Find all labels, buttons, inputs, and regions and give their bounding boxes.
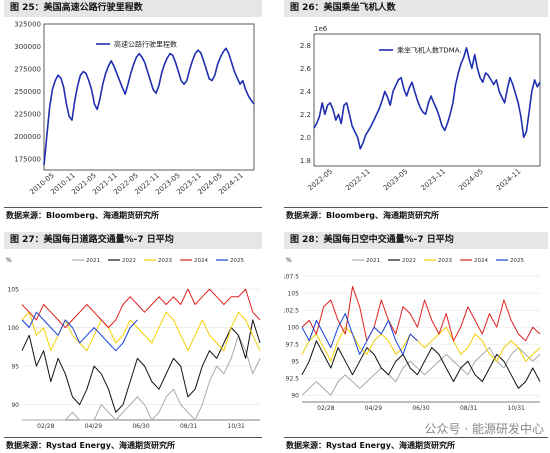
x-tick-label: 10/31 <box>508 405 525 412</box>
series-line-2021 <box>22 334 261 421</box>
legend-label: 2025 <box>510 258 524 264</box>
x-tick-label: 04/29 <box>365 405 382 412</box>
legend-label: 2023 <box>438 258 452 264</box>
x-tick-label: 2022-05 <box>307 167 335 192</box>
x-tick-label: 02/28 <box>37 423 54 430</box>
y-tick-label: 95 <box>291 359 299 366</box>
y-tick-label: 100 <box>8 325 20 332</box>
panel-2-title: 图 26：美国乘坐飞机人数 <box>284 0 548 17</box>
series-line-高速公路行驶里程数 <box>43 47 255 166</box>
panel-3-rule <box>4 437 262 438</box>
panel-2-chart: 1.8 2.0 2.2 2.4 2.6 2.8 1e6 2022-05 2022-11 2023-… <box>300 25 541 192</box>
y-tick-label: 105 <box>288 291 300 298</box>
legend-label: 乘坐飞机人数TDMA. <box>397 46 462 55</box>
x-tick-label: 08/31 <box>460 405 477 412</box>
y-tick-label: 175000 <box>14 155 41 163</box>
y-tick-label: 2.4 <box>300 88 312 96</box>
y-tick-label: 2.8 <box>300 42 311 50</box>
panel-4-rule <box>284 437 548 438</box>
y-tick-label: 300000 <box>14 43 41 51</box>
y-tick-label: 275000 <box>14 65 41 73</box>
series-line-2024 <box>301 285 541 342</box>
series-line-2025 <box>301 313 418 355</box>
y-axis-label: % <box>6 257 12 264</box>
legend-label: 2024 <box>194 258 208 264</box>
y-tick-label: 2.2 <box>300 111 311 119</box>
panel-3-source: 数据来源：Rystad Energy、海通期货研究所 <box>6 441 175 450</box>
series-line-2022 <box>21 319 261 413</box>
panel-3-title: 图 27：美国每日道路交通量%-7 日平均 <box>4 232 262 249</box>
panel-1-chart: 175000 200000 225000 250000 275000 300000 3250… <box>14 21 255 196</box>
y-axis-label: % <box>286 257 292 264</box>
y-tick-label: 2.0 <box>300 134 311 142</box>
series-line-2023 <box>21 311 261 352</box>
panel-1-source: 数据来源：Bloomberg、海通期货研究所 <box>6 211 159 220</box>
series-line-2021 <box>301 347 541 396</box>
y-tick-label: 90 <box>291 393 299 400</box>
x-tick-label: 06/30 <box>132 423 149 430</box>
x-tick-label: 06/30 <box>412 405 429 412</box>
panel-2-rule <box>284 207 548 208</box>
y-tick-label: 95 <box>11 364 19 371</box>
x-tick-label: 2022-11 <box>344 167 372 192</box>
x-tick-label: 2023-11 <box>420 167 448 192</box>
series-line-乘坐飞机人数TDMA. <box>313 46 541 150</box>
x-tick-label: 2023-05 <box>382 167 410 192</box>
panel-4-source: 数据来源：Rystad Energy、海通期货研究所 <box>286 441 455 450</box>
x-tick-label: 08/31 <box>180 423 197 430</box>
series-line-2025 <box>21 311 138 352</box>
y-tick-label: 100 <box>288 325 300 332</box>
panel-4-chart: 90 92.5 95 97.5 100 102.5 105 107.5% 02/28 04/29 0… <box>284 257 541 412</box>
x-tick-label: 2024-05 <box>457 167 485 192</box>
panel-4-title: 图 28：美国每日空中交通量%-7 日平均 <box>284 232 548 249</box>
y-tick-label: 200000 <box>14 133 41 141</box>
y-tick-label: 105 <box>8 287 20 294</box>
y-tick-label: 107.5 <box>284 274 299 281</box>
x-tick-label: 02/28 <box>317 405 334 412</box>
legend-label: 2021 <box>366 258 380 264</box>
x-tick-label: 2024-11 <box>495 167 523 192</box>
y-tick-label: 92.5 <box>286 376 300 383</box>
axis-multiplier: 1e6 <box>314 25 328 33</box>
y-tick-label: 225000 <box>14 110 41 118</box>
y-tick-label: 1.8 <box>300 157 311 165</box>
series-line-2023 <box>301 326 541 362</box>
series-line-2022 <box>301 340 541 389</box>
legend-label: 高速公路行驶里程数 <box>114 40 177 49</box>
legend-label: 2024 <box>474 258 488 264</box>
y-tick-label: 250000 <box>14 88 41 96</box>
x-tick-label: 04/29 <box>85 423 102 430</box>
watermark-text: 公众号 · 能源研发中心 <box>424 422 544 436</box>
panel-1-rule <box>4 207 262 208</box>
panel-1-title: 图 25：美国高速公路行驶里程数 <box>4 0 262 17</box>
y-tick-label: 97.5 <box>286 342 300 349</box>
x-tick-label: 10/31 <box>228 423 245 430</box>
legend-label: 2022 <box>122 258 136 264</box>
y-tick-label: 90 <box>11 402 19 409</box>
y-tick-label: 325000 <box>14 21 41 29</box>
plot-frame <box>43 23 255 171</box>
panel-2-source: 数据来源：Bloomberg、海通期货研究所 <box>286 211 439 220</box>
legend-label: 2025 <box>230 258 244 264</box>
y-tick-label: 2.6 <box>300 65 312 73</box>
plot-frame <box>313 33 541 167</box>
y-tick-label: 102.5 <box>284 308 299 315</box>
legend-label: 2022 <box>402 258 416 264</box>
panel-3-chart: 90 95 100 105% 02/28 04/29 06/30 08/31 10/31 2021… <box>6 257 261 430</box>
legend-label: 2023 <box>158 258 172 264</box>
series-line-2024 <box>21 288 261 329</box>
legend-label: 2021 <box>86 258 100 264</box>
